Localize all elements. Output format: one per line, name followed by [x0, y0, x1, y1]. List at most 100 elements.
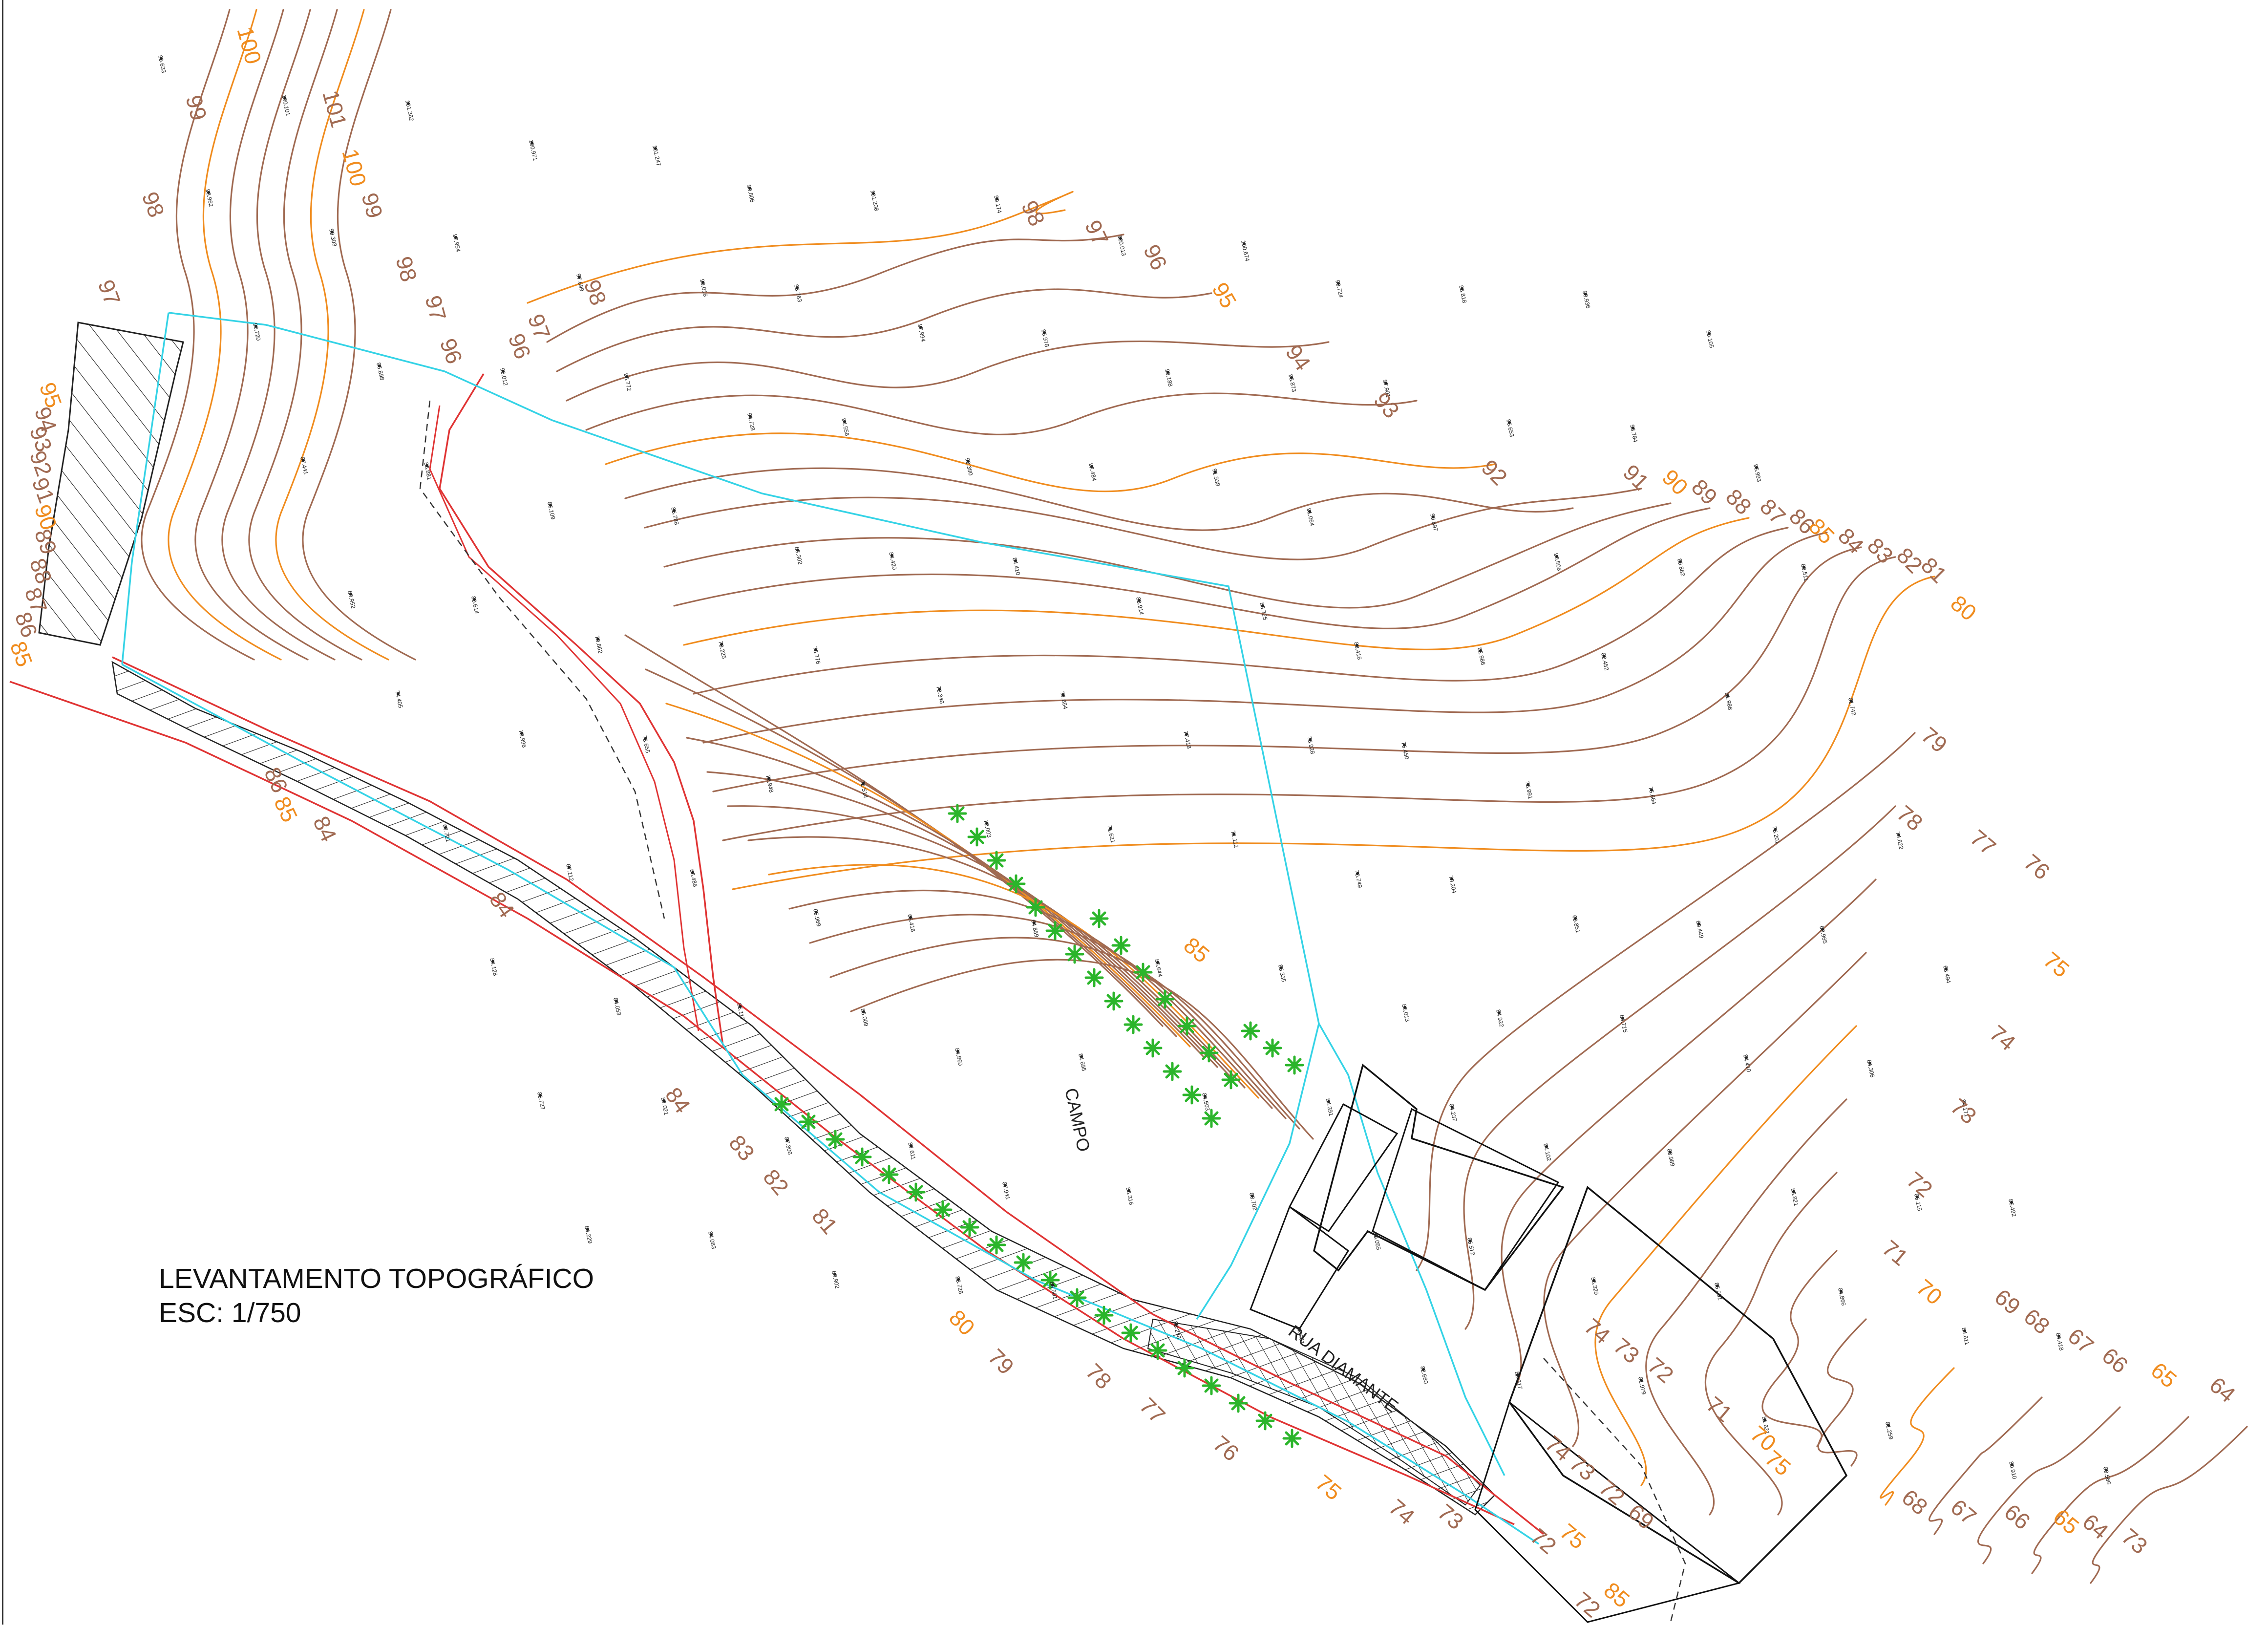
- spot-elevation: 94.728: [746, 412, 756, 431]
- svg-text:100.101: 100.101: [280, 94, 292, 117]
- spot-elevation: 84.102: [1542, 1143, 1552, 1162]
- spot-elevation: 99.303: [328, 228, 338, 247]
- svg-text:97.954: 97.954: [451, 234, 462, 253]
- spot-elevation: 72.003: [982, 819, 993, 838]
- spot-elevation: 99.016: [699, 278, 709, 298]
- tree-icon: [1202, 1376, 1221, 1395]
- tree-icon: [906, 1182, 926, 1202]
- spot-elevation: 84.128: [488, 958, 499, 977]
- contour-line: [1594, 1025, 1857, 1486]
- svg-text:84.306: 84.306: [1865, 1059, 1876, 1078]
- tree-icon: [1089, 909, 1109, 928]
- contour-line: [1645, 1098, 1847, 1516]
- contour-label: 76: [2019, 849, 2055, 885]
- spot-elevation: 95.993: [1752, 464, 1762, 483]
- spot-elevation: 77.418: [1182, 730, 1192, 749]
- tree-icon: [1285, 1055, 1304, 1075]
- tree-icon: [1067, 1288, 1087, 1307]
- tree-icon: [1155, 989, 1175, 1009]
- svg-text:85.788: 85.788: [670, 507, 680, 526]
- campo-label: CAMPO: [1061, 1086, 1094, 1154]
- svg-text:73.655: 73.655: [641, 735, 651, 754]
- tree-icon: [1202, 1109, 1221, 1128]
- spot-elevation: 65.418: [906, 914, 916, 933]
- contour-label: 85: [1599, 1577, 1635, 1613]
- spot-elevation: 75.991: [1524, 781, 1534, 800]
- contour-label: 98: [391, 254, 422, 284]
- contour-lines: [141, 9, 2248, 1584]
- contour-label: 74: [1384, 1494, 1420, 1530]
- svg-text:90.506: 90.506: [1552, 553, 1563, 572]
- contour-line: [702, 532, 1828, 744]
- svg-text:78.776: 78.776: [811, 646, 822, 665]
- contour-label: 64: [2205, 1372, 2241, 1408]
- contour-line: [1817, 1318, 1867, 1467]
- spot-elevation: 99.188: [1164, 368, 1174, 387]
- spot-elevation: 75.664: [1647, 786, 1657, 805]
- spot-elevation: 71.621: [1106, 825, 1116, 844]
- contour-label: 90: [1657, 464, 1693, 500]
- contour-label: 69: [1990, 1284, 2026, 1320]
- svg-text:68.965: 68.965: [1818, 925, 1828, 944]
- spot-elevation: 79.225: [717, 641, 727, 660]
- tree-icon: [1084, 968, 1104, 987]
- spot-elevation: 82.986: [1476, 647, 1486, 666]
- spot-elevation: 84.420: [888, 552, 898, 571]
- spot-elevation: 84.410: [1011, 557, 1021, 576]
- embankment-hatch-south: [111, 661, 1496, 1516]
- spot-elevation: 68.494: [1942, 965, 1952, 984]
- spot-elevation: 72.514: [859, 780, 869, 799]
- tree-icon: [1133, 963, 1153, 982]
- contour-label: 72: [1902, 1167, 1938, 1202]
- spot-elevation: 99.633: [157, 55, 167, 74]
- svg-text:72.514: 72.514: [859, 780, 869, 799]
- contour-label: 97: [1080, 216, 1114, 249]
- svg-text:88.702: 88.702: [1248, 1192, 1258, 1211]
- contour-line: [624, 467, 1574, 531]
- spot-elevation: 96.784: [1629, 424, 1639, 443]
- title-block: LEVANTAMENTO TOPOGRÁFICO ESC: 1/750: [159, 1262, 594, 1330]
- svg-text:84.128: 84.128: [488, 958, 499, 977]
- contour-label: 66: [2000, 1499, 2035, 1535]
- spot-elevation: 98.763: [793, 284, 803, 303]
- spot-elevation: 83.989: [1666, 1148, 1676, 1167]
- spot-elevation: 84.391: [1324, 1098, 1335, 1117]
- contour-label: 91: [1618, 459, 1654, 495]
- tree-icon: [960, 1218, 979, 1237]
- svg-text:74.405: 74.405: [394, 690, 404, 709]
- svg-text:85.335: 85.335: [1277, 964, 1287, 983]
- tree-icon: [1065, 944, 1084, 964]
- svg-text:84.866: 84.866: [1837, 1287, 1847, 1306]
- spot-elevation: 74.822: [1894, 831, 1905, 850]
- contour-line: [556, 288, 1212, 372]
- spot-elevation: 80.614: [470, 596, 480, 615]
- contour-line: [624, 634, 1164, 1027]
- contour-line: [644, 488, 1642, 560]
- spot-elevation: 90.506: [1552, 553, 1563, 572]
- contour-line: [727, 805, 1232, 1078]
- spot-elevation: 85.013: [1400, 1004, 1411, 1023]
- spot-elevation: 91.064: [1305, 508, 1315, 527]
- contour-line: [546, 234, 1124, 343]
- svg-text:99.105: 99.105: [1705, 330, 1715, 349]
- svg-text:70.749: 70.749: [1353, 870, 1363, 889]
- spot-elevation: 69.851: [1571, 915, 1581, 934]
- spot-elevation: 100.674: [1240, 240, 1251, 262]
- contour-label: 78: [1081, 1358, 1117, 1394]
- tree-icon: [1263, 1038, 1282, 1058]
- spot-elevation: 66.486: [688, 869, 699, 888]
- spot-elevation: 83.914: [1135, 597, 1145, 616]
- contour-line: [248, 9, 362, 661]
- svg-text:65.418: 65.418: [906, 914, 916, 933]
- contour-label: 75: [2039, 947, 2075, 983]
- contour-label: 77: [1966, 825, 2001, 860]
- spot-elevation: 80.566: [2102, 1466, 2112, 1485]
- svg-text:80.566: 80.566: [2102, 1466, 2112, 1485]
- contour-label: 98: [1017, 196, 1050, 230]
- svg-text:101.208: 101.208: [869, 190, 880, 212]
- contour-label: 91: [27, 474, 60, 507]
- spot-elevation: 94.556: [840, 418, 850, 437]
- spot-elevation: 81.259: [1884, 1421, 1894, 1440]
- svg-text:94.728: 94.728: [746, 412, 756, 431]
- contour-label: 77: [1135, 1392, 1170, 1428]
